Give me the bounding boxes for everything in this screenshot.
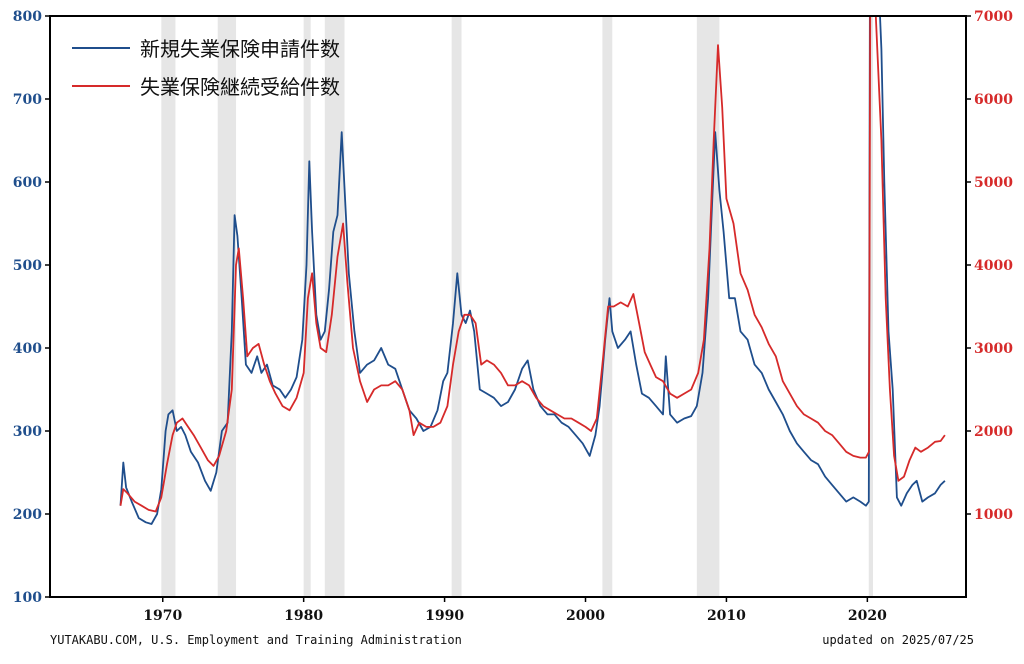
recession-band-0 — [161, 16, 176, 597]
right-tick-label: 3000 — [974, 341, 1013, 357]
series-line-new-claims — [119, 16, 946, 525]
right-tick-label: 2000 — [974, 424, 1013, 440]
right-tick-label: 5000 — [974, 175, 1013, 191]
x-tick-label: 1980 — [284, 608, 323, 624]
left-tick-label: 600 — [13, 175, 42, 191]
series-line-continued-claims — [119, 16, 946, 513]
x-tick-label: 2000 — [566, 608, 605, 624]
plot-frame — [49, 15, 967, 598]
recession-band-1 — [217, 16, 237, 597]
left-tick-label: 200 — [13, 507, 42, 523]
recession-bands — [161, 16, 873, 597]
right-tick-label: 7000 — [974, 9, 1013, 25]
x-tick-label: 1990 — [425, 608, 464, 624]
left-tick-label: 300 — [13, 424, 42, 440]
legend-label-continued-claims: 失業保険継続受給件数 — [140, 75, 340, 99]
left-tick-label: 800 — [13, 9, 42, 25]
source-credit: YUTAKABU.COM, U.S. Employment and Traini… — [50, 633, 462, 647]
x-axis: 1970 1980 1990 2000 2010 2020 — [143, 597, 887, 624]
left-tick-label: 700 — [13, 92, 42, 108]
recession-band-4 — [451, 16, 462, 597]
x-tick-label: 2010 — [707, 608, 746, 624]
right-axis: 1000 2000 3000 4000 5000 6000 7000 — [966, 9, 1013, 523]
left-axis: 100 200 300 400 500 600 700 800 — [13, 9, 50, 606]
x-tick-label: 1970 — [143, 608, 182, 624]
legend: 新規失業保険申請件数 失業保険継続受給件数 — [72, 37, 340, 99]
right-tick-label: 6000 — [974, 92, 1013, 108]
left-tick-label: 400 — [13, 341, 42, 357]
x-tick-label: 2020 — [848, 608, 887, 624]
series-lines — [119, 16, 946, 525]
left-tick-label: 500 — [13, 258, 42, 274]
legend-label-new-claims: 新規失業保険申請件数 — [140, 37, 340, 61]
right-tick-label: 4000 — [974, 258, 1013, 274]
recession-band-7 — [868, 16, 873, 597]
update-date: updated on 2025/07/25 — [822, 633, 974, 647]
left-tick-label: 100 — [13, 590, 42, 606]
right-tick-label: 1000 — [974, 507, 1013, 523]
